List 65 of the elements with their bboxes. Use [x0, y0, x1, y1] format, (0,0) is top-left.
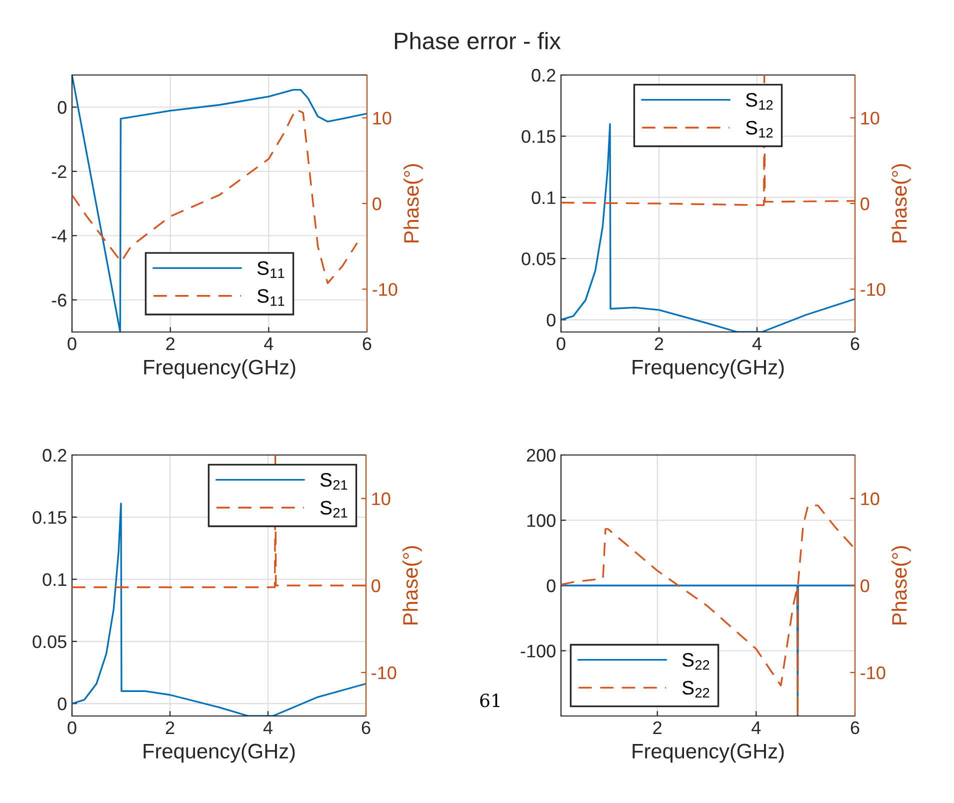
y-tick-label: 0.05: [32, 635, 66, 648]
y-tick-label: 0.05: [522, 252, 556, 266]
legend-label: S$_{22}$: [682, 653, 710, 670]
y2-tick-label: 0: [860, 197, 870, 210]
legend-label: S$_{21}$: [320, 500, 348, 518]
x-tick-label: 0: [68, 337, 76, 350]
y2-tick-label: 10: [861, 112, 880, 125]
line-series: [72, 108, 358, 284]
x-tick-label: 2: [166, 337, 174, 350]
x-tick-label: 2: [654, 337, 664, 350]
legend-label: S$_{12}$: [746, 120, 773, 138]
x-tick-label: 4: [752, 338, 762, 350]
y-tick-label: -6: [52, 294, 66, 307]
y-tick-label: 0.15: [32, 511, 66, 524]
x-axis-title: Frequency(GHz): [144, 359, 296, 379]
x-axis-title: Frequency(GHz): [632, 743, 784, 763]
x-tick-label: 6: [850, 337, 860, 350]
x-tick-label: 4: [263, 722, 272, 734]
y2-tick-label: 10: [373, 112, 392, 125]
text: Phase error - fix: [394, 32, 561, 50]
y-tick-label: -4: [52, 230, 67, 242]
x-tick-label: 6: [850, 721, 860, 734]
y-tick-label: -100: [520, 644, 556, 658]
y-tick-label: 0.15: [522, 130, 556, 143]
y-tick-label: 0: [546, 314, 556, 326]
text: 61: [480, 694, 500, 708]
y2-axis-title: Phase(°): [404, 164, 423, 242]
x-tick-label: 4: [264, 338, 274, 350]
y-tick-label: 0: [58, 698, 66, 710]
y-tick-label: 0: [58, 101, 66, 114]
legend-label: S$_{21}$: [320, 472, 348, 490]
y2-tick-label: 0: [860, 579, 870, 592]
x-axis-title: Frequency(GHz): [632, 359, 784, 379]
legend-label: S$_{12}$: [746, 92, 773, 110]
y2-axis-title: Phase(°): [892, 546, 911, 624]
y-tick-label: 0.2: [42, 448, 66, 462]
y2-axis-title: Phase(°): [892, 164, 911, 242]
y2-tick-label: 0: [372, 579, 380, 592]
y2-tick-label: -10: [860, 283, 886, 296]
x-tick-label: 2: [166, 721, 174, 734]
x-tick-label: 0: [68, 721, 76, 734]
y-tick-label: 0.1: [42, 573, 66, 586]
y-tick-label: 0.2: [532, 68, 556, 82]
x-axis-title: Frequency(GHz): [144, 743, 295, 763]
legend-label: S$_{11}$: [257, 261, 284, 278]
x-tick-label: 6: [362, 721, 370, 734]
y2-tick-label: 10: [372, 492, 390, 506]
line-series: [72, 75, 367, 332]
x-tick-label: 6: [362, 337, 372, 350]
y-tick-label: 200: [526, 448, 556, 462]
y2-tick-label: -10: [372, 666, 396, 680]
y-tick-label: -2: [52, 165, 66, 178]
y2-tick-label: 10: [861, 492, 880, 506]
x-tick-label: 0: [556, 337, 566, 350]
y2-axis-title: Phase(°): [402, 546, 422, 624]
y2-tick-label: -10: [860, 666, 886, 680]
x-tick-label: 2: [653, 721, 662, 734]
x-tick-label: 4: [752, 722, 761, 734]
legend-label: S$_{11}$: [257, 289, 284, 306]
y-tick-label: 0.1: [532, 191, 556, 204]
y2-tick-label: -10: [372, 283, 398, 296]
legend-label: S$_{22}$: [682, 680, 710, 698]
y-tick-label: 100: [527, 514, 556, 527]
y2-tick-label: 0: [372, 197, 382, 210]
y-tick-label: 0: [546, 579, 556, 592]
